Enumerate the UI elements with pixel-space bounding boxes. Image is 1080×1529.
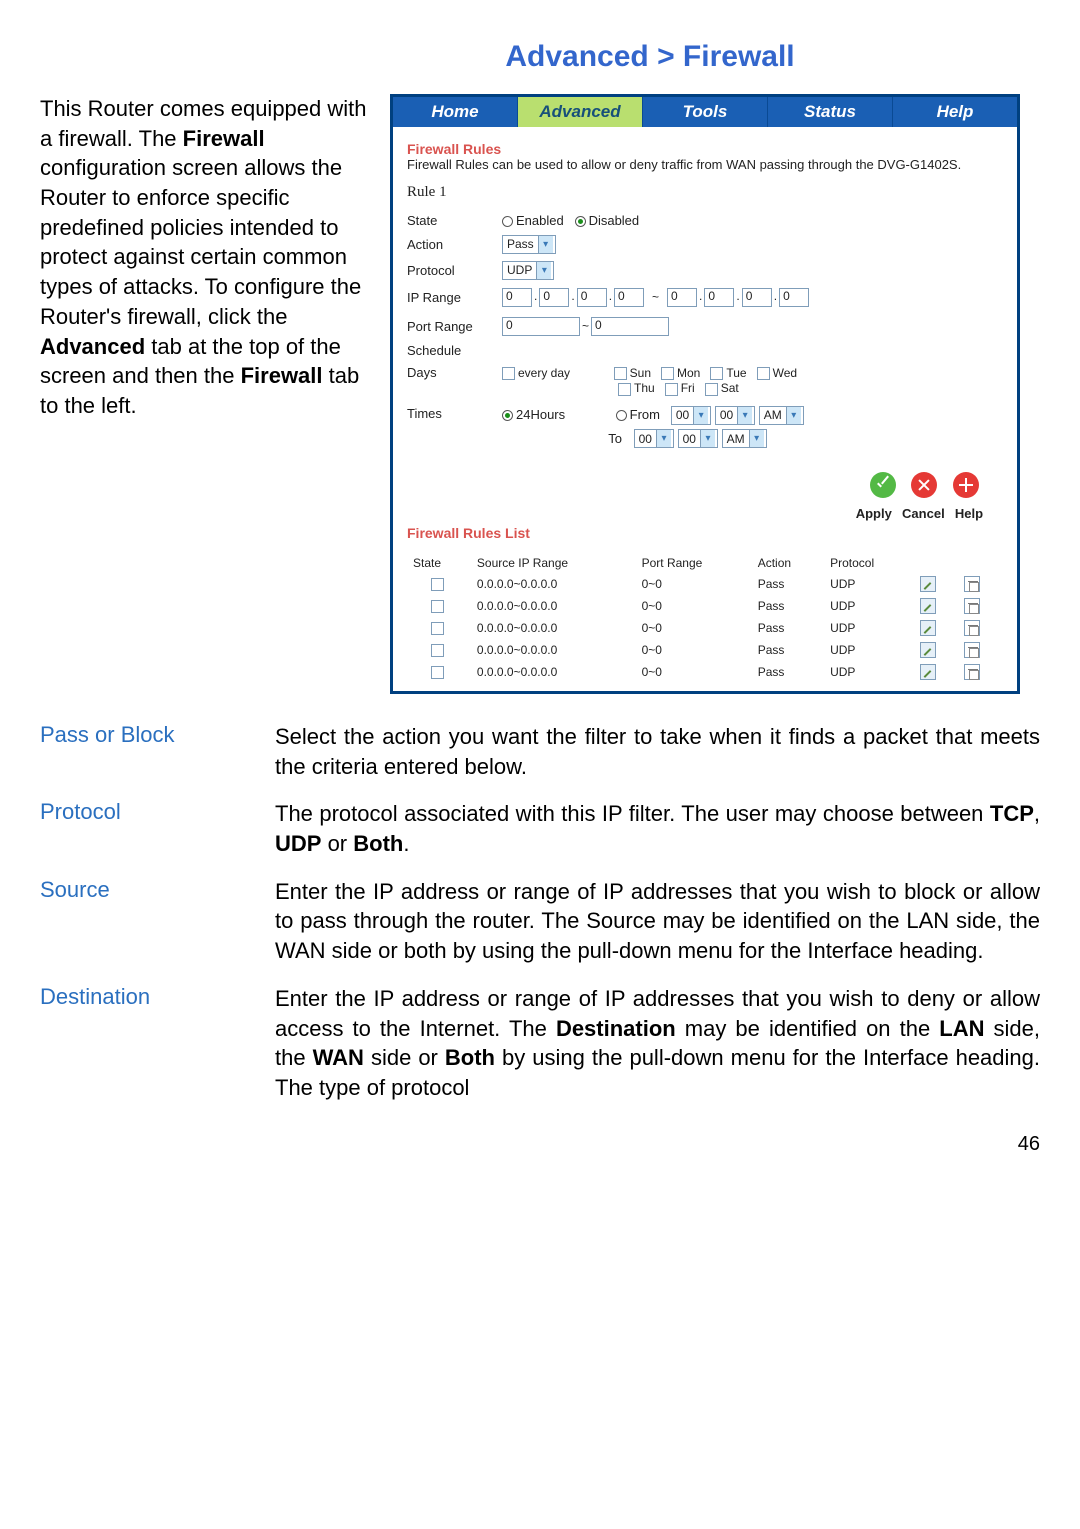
table-row: 0.0.0.0~0.0.0.00~0PassUDP (407, 639, 1003, 661)
delete-icon[interactable] (964, 642, 980, 658)
firewall-rules-desc: Firewall Rules can be used to allow or d… (407, 157, 1003, 174)
tab-advanced[interactable]: Advanced (518, 97, 643, 127)
table-header: Port Range (636, 553, 752, 573)
table-header: Action (752, 553, 824, 573)
tab-status[interactable]: Status (768, 97, 893, 127)
intro-paragraph: This Router comes equipped with a firewa… (40, 94, 380, 694)
definitions-section: Pass or BlockSelect the action you want … (40, 722, 1040, 1103)
firewall-rules-heading: Firewall Rules (407, 141, 1003, 157)
ip-start-octet-3[interactable]: 0 (614, 288, 644, 307)
edit-icon[interactable] (920, 642, 936, 658)
definition-text: The protocol associated with this IP fil… (275, 799, 1040, 858)
times-to-label: To (502, 431, 630, 446)
row-state-checkbox[interactable] (431, 666, 444, 679)
from-hh-select[interactable]: 00▾ (671, 406, 711, 425)
definition-term: Protocol (40, 799, 275, 858)
row-state-checkbox[interactable] (431, 600, 444, 613)
help-label: Help (950, 506, 988, 521)
table-row: 0.0.0.0~0.0.0.00~0PassUDP (407, 595, 1003, 617)
day-sat-checkbox[interactable]: Sat (705, 381, 739, 395)
iprange-label: IP Range (407, 290, 502, 305)
router-panel: HomeAdvancedToolsStatusHelp Firewall Rul… (390, 94, 1020, 694)
action-select[interactable]: Pass▾ (502, 235, 556, 254)
from-ampm-select[interactable]: AM▾ (759, 406, 804, 425)
protocol-select[interactable]: UDP▾ (502, 261, 554, 280)
to-ampm-select[interactable]: AM▾ (722, 429, 767, 448)
to-hh-select[interactable]: 00▾ (634, 429, 674, 448)
page-number: 46 (40, 1133, 1040, 1156)
portrange-label: Port Range (407, 319, 502, 334)
cancel-label: Cancel (900, 506, 946, 521)
ip-start-octet-1[interactable]: 0 (539, 288, 569, 307)
ip-start-octet-2[interactable]: 0 (577, 288, 607, 307)
delete-icon[interactable] (964, 576, 980, 592)
from-mm-select[interactable]: 00▾ (715, 406, 755, 425)
protocol-label: Protocol (407, 263, 502, 278)
delete-icon[interactable] (964, 620, 980, 636)
router-tabs: HomeAdvancedToolsStatusHelp (393, 97, 1017, 127)
definition-row: ProtocolThe protocol associated with thi… (40, 799, 1040, 858)
day-fri-checkbox[interactable]: Fri (665, 381, 695, 395)
tab-tools[interactable]: Tools (643, 97, 768, 127)
row-state-checkbox[interactable] (431, 644, 444, 657)
table-row: 0.0.0.0~0.0.0.00~0PassUDP (407, 573, 1003, 595)
table-row: 0.0.0.0~0.0.0.00~0PassUDP (407, 617, 1003, 639)
apply-label: Apply (851, 506, 897, 521)
cancel-button[interactable] (911, 472, 937, 498)
state-label: State (407, 213, 502, 228)
day-mon-checkbox[interactable]: Mon (661, 366, 700, 380)
help-button[interactable] (953, 472, 979, 498)
ip-end-octet-2[interactable]: 0 (742, 288, 772, 307)
tab-help[interactable]: Help (893, 97, 1017, 127)
delete-icon[interactable] (964, 664, 980, 680)
ip-end-octet-1[interactable]: 0 (704, 288, 734, 307)
definition-row: DestinationEnter the IP address or range… (40, 984, 1040, 1103)
table-header: State (407, 553, 471, 573)
table-header: Source IP Range (471, 553, 636, 573)
definition-term: Destination (40, 984, 275, 1103)
definition-term: Source (40, 877, 275, 966)
definition-term: Pass or Block (40, 722, 275, 781)
port-from-input[interactable]: 0 (502, 317, 580, 336)
table-row: 0.0.0.0~0.0.0.00~0PassUDP (407, 661, 1003, 683)
state-disabled-radio[interactable]: Disabled (575, 213, 640, 228)
edit-icon[interactable] (920, 576, 936, 592)
day-wed-checkbox[interactable]: Wed (757, 366, 797, 380)
delete-icon[interactable] (964, 598, 980, 614)
day-thu-checkbox[interactable]: Thu (618, 381, 655, 395)
definition-row: SourceEnter the IP address or range of I… (40, 877, 1040, 966)
edit-icon[interactable] (920, 664, 936, 680)
definition-text: Enter the IP address or range of IP addr… (275, 984, 1040, 1103)
action-label: Action (407, 237, 502, 252)
times-label: Times (407, 406, 502, 421)
ip-start-octet-0[interactable]: 0 (502, 288, 532, 307)
day-tue-checkbox[interactable]: Tue (710, 366, 746, 380)
rules-table: StateSource IP RangePort RangeActionProt… (407, 553, 1003, 683)
row-state-checkbox[interactable] (431, 622, 444, 635)
definition-text: Select the action you want the filter to… (275, 722, 1040, 781)
times-from-radio[interactable]: From (616, 407, 664, 422)
to-mm-select[interactable]: 00▾ (678, 429, 718, 448)
rules-list-heading: Firewall Rules List (407, 525, 1003, 541)
apply-button[interactable] (870, 472, 896, 498)
times-24hours-radio[interactable]: 24Hours (502, 407, 612, 422)
tab-home[interactable]: Home (393, 97, 518, 127)
ip-end-octet-3[interactable]: 0 (779, 288, 809, 307)
days-label: Days (407, 365, 502, 380)
definition-text: Enter the IP address or range of IP addr… (275, 877, 1040, 966)
table-header: Protocol (824, 553, 913, 573)
rule-number: Rule 1 (407, 184, 1003, 201)
state-enabled-radio[interactable]: Enabled (502, 213, 564, 228)
ip-end-octet-0[interactable]: 0 (667, 288, 697, 307)
edit-icon[interactable] (920, 598, 936, 614)
page-title: Advanced > Firewall (260, 40, 1040, 74)
definition-row: Pass or BlockSelect the action you want … (40, 722, 1040, 781)
everyday-checkbox[interactable]: every day (502, 366, 570, 380)
edit-icon[interactable] (920, 620, 936, 636)
day-sun-checkbox[interactable]: Sun (614, 366, 651, 380)
schedule-label: Schedule (407, 343, 502, 358)
port-to-input[interactable]: 0 (591, 317, 669, 336)
row-state-checkbox[interactable] (431, 578, 444, 591)
